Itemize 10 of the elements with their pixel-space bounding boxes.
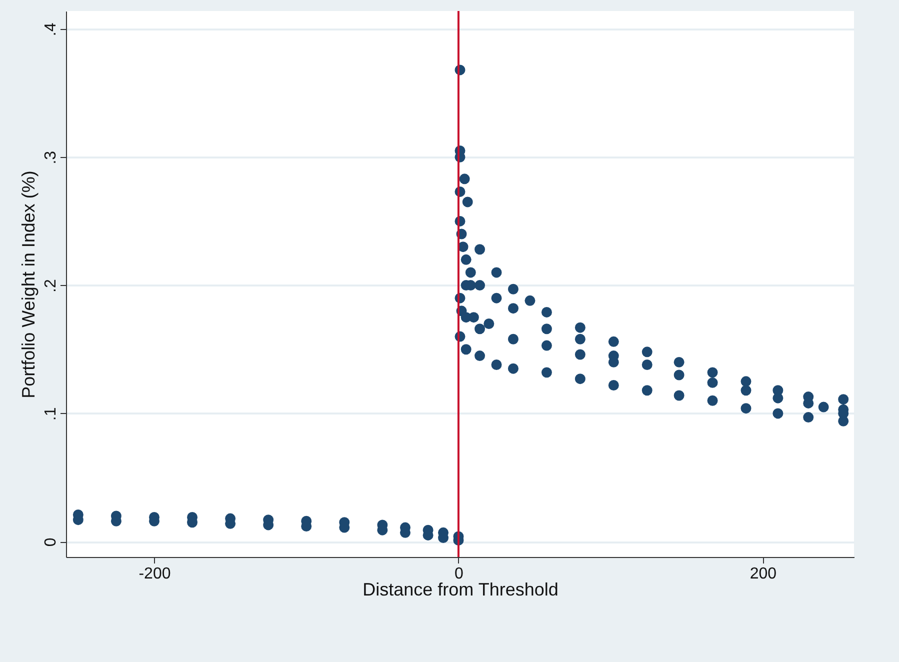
- y-axis-title: Portfolio Weight in Index (%): [18, 170, 38, 398]
- y-tick-label: .4: [42, 22, 60, 36]
- y-tick-label: .2: [42, 279, 60, 292]
- x-tick-label: -200: [138, 566, 171, 582]
- x-tick-label: 200: [750, 566, 777, 582]
- y-tick-label: 0: [42, 538, 60, 547]
- y-tick-label: .3: [42, 150, 60, 164]
- y-tick-label: .1: [42, 407, 60, 421]
- x-axis-title: Distance from Threshold: [362, 580, 558, 600]
- x-tick-label: 0: [454, 566, 464, 582]
